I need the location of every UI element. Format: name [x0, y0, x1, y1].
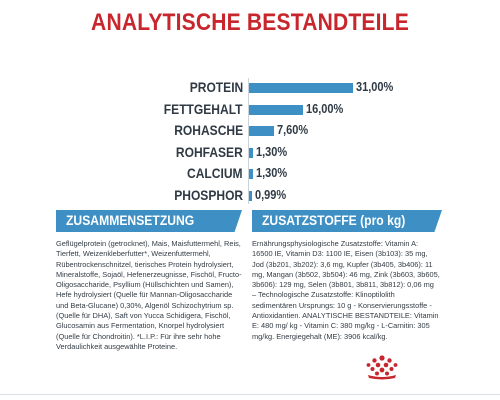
- value-label: 1,30%: [256, 166, 288, 180]
- chart-row-rohfaser: ROHFASER 1,30%: [0, 143, 500, 163]
- category-label: PHOSPHOR: [174, 186, 243, 203]
- category-label: CALCIUM: [187, 165, 243, 181]
- value-label: 31,00%: [356, 80, 394, 94]
- category-label: FETTGEHALT: [164, 100, 243, 117]
- bar-fettgehalt: [249, 104, 303, 115]
- bar-protein: [249, 83, 353, 93]
- chart-row-rohasche: ROHASCHE 7,60%: [0, 121, 500, 141]
- nutrient-bar-chart: PROTEIN 31,00% FETTGEHALT 16,00% ROHASCHE 7,6…: [0, 78, 500, 208]
- additives-header-label: ZUSATZSTOFFE (pro kg): [262, 213, 406, 228]
- value-label: 7,60%: [277, 123, 309, 137]
- footer-divider: [0, 381, 500, 400]
- crown-logo-icon: [366, 355, 398, 380]
- chart-row-phosphor: PHOSPHOR 0,99%: [0, 186, 500, 206]
- bar-phosphor: [249, 190, 253, 201]
- value-label: 16,00%: [305, 101, 343, 116]
- category-label: ROHFASER: [176, 143, 243, 160]
- composition-header: ZUSAMMENSETZUNG: [56, 210, 242, 232]
- chart-row-protein: PROTEIN 31,00%: [0, 78, 500, 98]
- value-label: 0,99%: [255, 187, 287, 202]
- page-title: ANALYTISCHE BESTANDTEILE: [91, 9, 409, 36]
- bar-rohfaser: [249, 147, 254, 158]
- additives-header: ZUSATZSTOFFE (pro kg): [252, 210, 442, 232]
- value-label: 1,30%: [256, 144, 288, 159]
- additives-text: Ernährungsphysiologische Zusatzstoffe: V…: [252, 239, 440, 341]
- composition-text: Geflügelprotein (getrocknet), Mais, Mais…: [56, 239, 242, 351]
- bar-rohasche: [249, 126, 275, 136]
- category-label: PROTEIN: [189, 79, 243, 95]
- chart-row-calcium: CALCIUM 1,30%: [0, 164, 500, 184]
- chart-row-fettgehalt: FETTGEHALT 16,00%: [0, 100, 500, 120]
- composition-header-label: ZUSAMMENSETZUNG: [66, 213, 195, 228]
- chart-axis-line: [248, 78, 249, 204]
- bar-calcium: [249, 169, 254, 179]
- category-label: ROHASCHE: [174, 122, 243, 138]
